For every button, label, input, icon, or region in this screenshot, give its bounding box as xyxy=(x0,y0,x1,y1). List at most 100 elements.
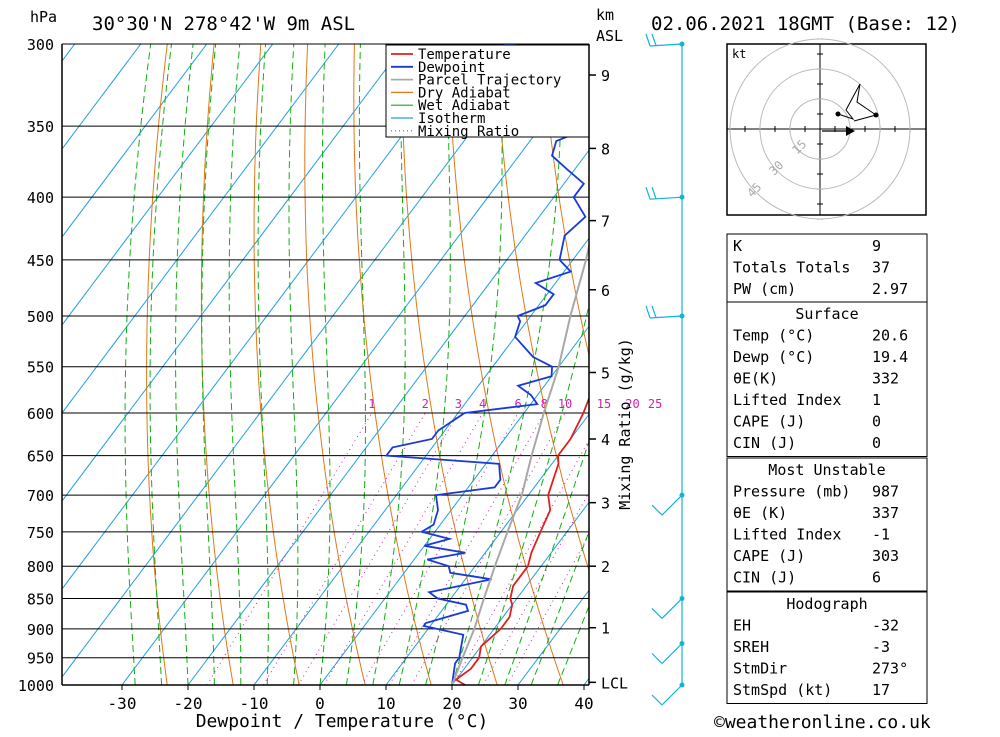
table-value: 37 xyxy=(872,259,890,277)
wet-adiabat-line xyxy=(425,44,503,685)
hodo-ring xyxy=(759,68,881,190)
x-tick-label: 0 xyxy=(315,694,325,713)
pressure-gridlines xyxy=(62,43,589,686)
mixing-ratio-labels: 1 2 3 4 6 8 10 15 20 25 xyxy=(368,397,662,411)
stability-tables: K 9 Totals Totals 37 PW (cm) 2.97 Surface Temp … xyxy=(726,233,928,704)
wet-adiabat-line xyxy=(557,604,589,685)
km-tick-label: LCL xyxy=(601,674,628,692)
x-tick-label: 30 xyxy=(508,694,527,713)
wet-adiabat-line xyxy=(149,44,172,685)
table-value: 17 xyxy=(872,681,890,699)
dry-adiabat-line xyxy=(957,26,1000,685)
pressure-tick-label: 500 xyxy=(27,308,54,326)
km-tick-label: 8 xyxy=(601,140,610,158)
table-label: θE (K) xyxy=(733,504,787,522)
pressure-tick-label: 1000 xyxy=(18,677,54,695)
table-title: Hodograph xyxy=(786,595,867,613)
table-label: Lifted Index xyxy=(733,526,841,544)
table-label: CIN (J) xyxy=(733,569,796,587)
wind-barb xyxy=(651,684,683,706)
table-label: Lifted Index xyxy=(733,391,841,409)
isotherm-line xyxy=(62,44,406,502)
dry-adiabat-line xyxy=(447,44,564,685)
mixing-ratio-line xyxy=(262,412,426,685)
parcel-trajectory-line xyxy=(451,242,589,685)
isotherm-line xyxy=(62,44,142,150)
km-tick-label: 9 xyxy=(601,67,610,85)
wind-barb xyxy=(645,305,683,319)
legend-entry: Parcel Trajectory xyxy=(418,73,561,89)
km-tick-label: 3 xyxy=(601,495,610,513)
mixing-ratio-label: 2 xyxy=(422,397,429,411)
isotherm-line xyxy=(62,44,472,590)
wet-adiabat-line xyxy=(372,44,406,685)
table-label: SREH xyxy=(733,638,769,656)
mixing-ratio-label: 25 xyxy=(648,397,662,411)
dry-adiabat-line xyxy=(253,44,300,685)
storm-motion-arrowhead xyxy=(846,126,855,136)
table-value: 9 xyxy=(872,237,881,255)
table-label: Pressure (mb) xyxy=(733,483,850,501)
pressure-tick-label: 900 xyxy=(27,621,54,639)
x-tick-label: -30 xyxy=(108,694,137,713)
dry-adiabat-line xyxy=(146,44,168,685)
pressure-tick-labels: 300 350 400 450 500 550 600 650 700 750 800 850 900 9… xyxy=(18,36,54,695)
mixing-ratio-line xyxy=(452,438,589,685)
datetime-title: 02.06.2021 18GMT (Base: 12) xyxy=(651,13,960,35)
isotherm-line xyxy=(62,44,208,238)
table-label: θE(K) xyxy=(733,370,778,388)
km-unit-label: km xyxy=(596,6,614,24)
km-tick-label: 4 xyxy=(601,431,610,449)
isotherm-line xyxy=(62,44,274,326)
wet-adiabat-line xyxy=(345,44,366,685)
pressure-tick-label: 950 xyxy=(27,650,54,668)
mixing-ratio-line xyxy=(410,412,566,685)
x-tick-label: 40 xyxy=(574,694,593,713)
wet-adiabat-line xyxy=(530,530,589,685)
hodo-point xyxy=(873,112,879,118)
table-label: Totals Totals xyxy=(733,259,850,277)
dry-adiabat-line xyxy=(200,44,234,685)
table-label: CIN (J) xyxy=(733,434,796,452)
mixing-ratio-line xyxy=(323,412,484,685)
table-value: 20.6 xyxy=(872,327,908,345)
table-value: 303 xyxy=(872,547,899,565)
table-label: PW (cm) xyxy=(733,280,796,298)
isotherm-line xyxy=(253,237,589,685)
table-value: 0 xyxy=(872,413,881,431)
pressure-unit-label: hPa xyxy=(30,8,57,26)
pressure-tick-label: 550 xyxy=(27,359,54,377)
table-value: 273° xyxy=(872,660,908,678)
wet-adiabat-line xyxy=(201,44,217,685)
pressure-tick-label: 300 xyxy=(27,36,54,54)
hodo-ring xyxy=(729,38,911,220)
dry-adiabat-line xyxy=(494,44,589,572)
table-value: 0 xyxy=(872,434,881,452)
km-tick-label: 1 xyxy=(601,620,610,638)
pressure-tick-label: 800 xyxy=(27,558,54,576)
temperature-line xyxy=(454,395,589,685)
x-tick-label: -10 xyxy=(240,694,269,713)
isotherm-line xyxy=(62,44,538,678)
mixing-ratio-line xyxy=(482,491,589,685)
wind-barb xyxy=(651,643,683,664)
hodo-point xyxy=(835,111,841,117)
pressure-tick-label: 850 xyxy=(27,590,54,608)
mixing-ratio-label: 8 xyxy=(541,397,548,411)
pressure-tick-label: 700 xyxy=(27,487,54,505)
hodo-unit-label: kt xyxy=(732,47,746,61)
table-value: 987 xyxy=(872,483,899,501)
mixing-ratio-line xyxy=(206,412,373,685)
wet-adiabat-line xyxy=(175,44,194,685)
table-value: 2.97 xyxy=(872,280,908,298)
wind-barb xyxy=(645,186,683,200)
km-tick-label: 7 xyxy=(601,213,610,231)
mixing-ratio-line xyxy=(388,412,545,685)
table-label: Temp (°C) xyxy=(733,327,814,345)
isotherm-line xyxy=(319,325,589,685)
table-title: Most Unstable xyxy=(768,461,885,479)
copyright-footer: ©weatheronline.co.uk xyxy=(714,712,931,733)
km-tick-label: 2 xyxy=(601,558,610,576)
